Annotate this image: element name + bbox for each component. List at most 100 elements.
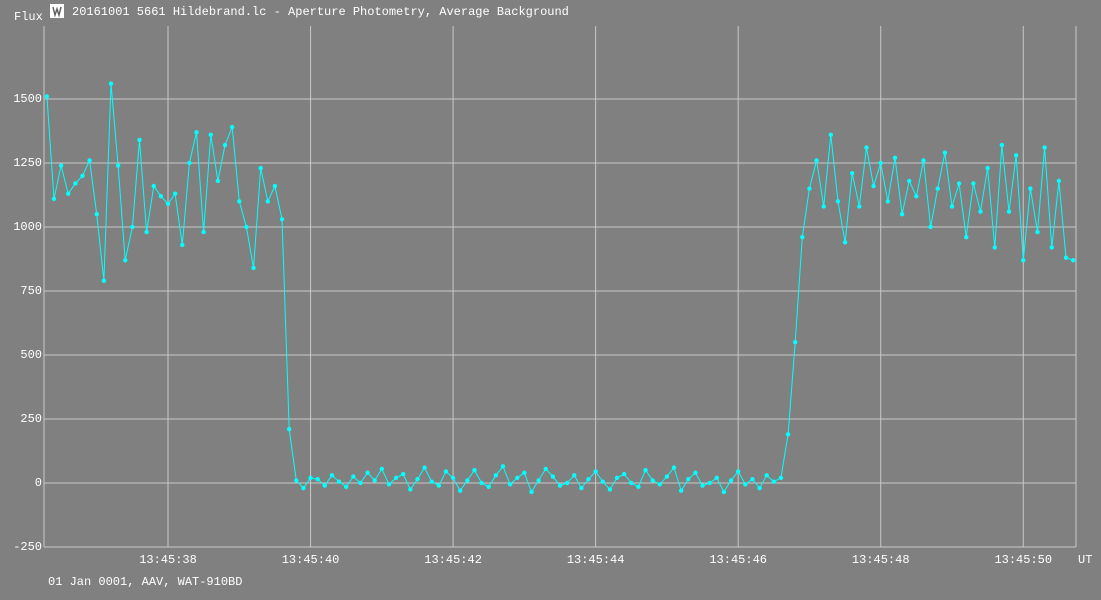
data-point bbox=[372, 478, 377, 483]
data-point bbox=[222, 142, 228, 148]
data-point bbox=[1013, 153, 1019, 158]
y-tick-label: 1500 bbox=[13, 92, 42, 106]
data-point bbox=[507, 482, 513, 487]
data-point bbox=[536, 478, 541, 483]
data-point bbox=[949, 204, 955, 209]
data-point bbox=[529, 489, 534, 495]
data-point bbox=[771, 479, 777, 484]
data-point bbox=[757, 485, 762, 491]
data-point bbox=[942, 150, 948, 155]
data-point bbox=[935, 186, 940, 191]
data-point bbox=[700, 483, 705, 488]
data-point bbox=[1049, 245, 1054, 250]
data-point bbox=[985, 165, 990, 171]
data-point bbox=[871, 183, 876, 189]
data-point bbox=[294, 478, 299, 483]
y-tick-label: 1250 bbox=[13, 156, 42, 170]
data-point bbox=[614, 475, 620, 481]
data-point bbox=[557, 483, 563, 488]
data-point bbox=[657, 482, 662, 487]
data-point bbox=[343, 484, 349, 490]
data-point bbox=[208, 132, 213, 138]
data-point bbox=[379, 466, 385, 472]
x-tick-label: 13:45:42 bbox=[424, 553, 482, 567]
data-point bbox=[315, 476, 320, 482]
data-point bbox=[393, 475, 399, 481]
x-tick-label: 13:45:48 bbox=[852, 553, 910, 567]
x-tick-label: 13:45:40 bbox=[282, 553, 340, 567]
data-point bbox=[415, 476, 420, 482]
data-point bbox=[322, 483, 328, 488]
data-point bbox=[1042, 145, 1047, 150]
data-point bbox=[1070, 258, 1076, 263]
data-point bbox=[850, 171, 855, 176]
data-point bbox=[550, 474, 556, 479]
data-point bbox=[201, 229, 206, 235]
data-point bbox=[828, 132, 834, 138]
data-point bbox=[265, 199, 270, 204]
data-point bbox=[671, 465, 677, 470]
data-point bbox=[358, 480, 363, 486]
data-point bbox=[636, 484, 641, 490]
data-point bbox=[1028, 186, 1033, 191]
y-tick-label: 250 bbox=[20, 412, 42, 426]
data-point bbox=[785, 432, 791, 437]
data-point bbox=[586, 476, 591, 482]
chart-title: 20161001 5661 Hildebrand.lc - Aperture P… bbox=[72, 5, 569, 19]
data-point bbox=[500, 464, 506, 469]
data-point bbox=[842, 240, 848, 245]
data-point bbox=[66, 191, 71, 196]
data-point bbox=[351, 474, 356, 479]
data-point bbox=[286, 427, 292, 432]
data-point bbox=[978, 209, 983, 214]
data-point bbox=[629, 480, 634, 486]
data-point bbox=[465, 478, 470, 483]
data-point bbox=[1035, 229, 1040, 235]
x-tick-label: 13:45:38 bbox=[139, 553, 197, 567]
y-tick-label: 0 bbox=[35, 476, 42, 490]
data-point bbox=[735, 469, 741, 474]
data-point bbox=[885, 199, 891, 204]
data-point bbox=[229, 124, 235, 130]
data-point bbox=[778, 475, 784, 481]
x-tick-label: 13:45:46 bbox=[709, 553, 767, 567]
data-point bbox=[814, 158, 819, 163]
data-point bbox=[479, 480, 484, 486]
data-point bbox=[137, 137, 142, 143]
data-point bbox=[180, 242, 185, 248]
data-point bbox=[408, 487, 413, 492]
data-point bbox=[158, 194, 164, 199]
app-icon bbox=[50, 4, 64, 18]
data-point bbox=[764, 473, 769, 478]
data-point bbox=[87, 158, 92, 163]
data-point bbox=[365, 470, 370, 475]
data-point bbox=[928, 224, 933, 230]
data-point bbox=[443, 469, 449, 474]
data-point bbox=[593, 469, 598, 474]
data-point bbox=[899, 211, 905, 217]
data-point bbox=[579, 485, 584, 491]
data-point bbox=[792, 339, 798, 345]
footer: 01 Jan 0001, AAV, WAT-910BD bbox=[48, 575, 242, 589]
data-point bbox=[472, 467, 477, 473]
data-point bbox=[80, 173, 85, 178]
data-point bbox=[728, 478, 734, 483]
data-point bbox=[1021, 258, 1026, 263]
data-point bbox=[422, 465, 427, 470]
data-point bbox=[750, 476, 755, 482]
data-point bbox=[165, 201, 171, 207]
data-point bbox=[921, 158, 926, 163]
data-point bbox=[486, 484, 491, 490]
data-point bbox=[101, 278, 107, 283]
data-point bbox=[386, 482, 392, 487]
data-point bbox=[664, 474, 670, 479]
y-axis-label: Flux bbox=[14, 10, 43, 24]
x-tick-label: 13:45:50 bbox=[994, 553, 1052, 567]
data-point bbox=[693, 470, 698, 475]
data-point bbox=[643, 467, 648, 473]
data-point bbox=[194, 130, 199, 135]
data-point bbox=[607, 487, 613, 492]
data-point bbox=[123, 258, 128, 263]
data-point bbox=[215, 178, 221, 184]
